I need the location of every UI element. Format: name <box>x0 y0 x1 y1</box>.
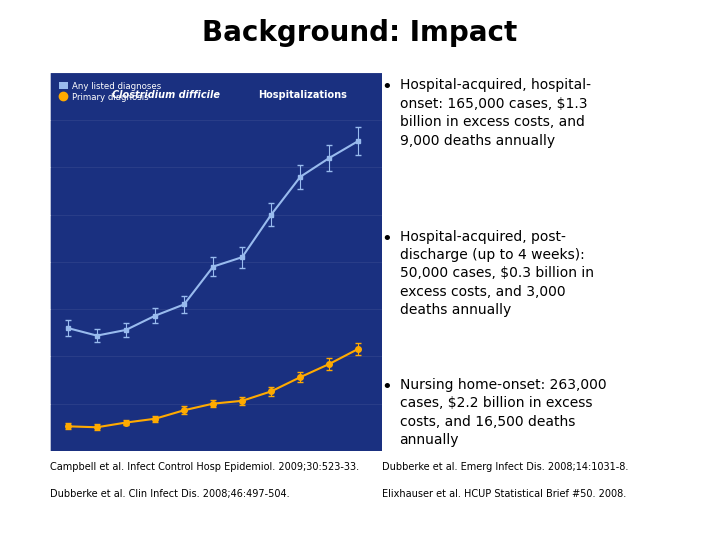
Text: Campbell et al. Infect Control Hosp Epidemiol. 2009;30:523-33.: Campbell et al. Infect Control Hosp Epid… <box>50 462 359 472</box>
Text: Nursing home-onset: 263,000
cases, $2.2 billion in excess
costs, and 16,500 deat: Nursing home-onset: 263,000 cases, $2.2 … <box>400 378 606 447</box>
Text: Hospitalizations: Hospitalizations <box>258 90 346 100</box>
Text: Hospital-acquired, hospital-
onset: 165,000 cases, $1.3
billion in excess costs,: Hospital-acquired, hospital- onset: 165,… <box>400 78 590 147</box>
Text: •: • <box>382 78 392 96</box>
Text: Hospital-acquired, post-
discharge (up to 4 weeks):
50,000 cases, $0.3 billion i: Hospital-acquired, post- discharge (up t… <box>400 230 593 317</box>
Text: •: • <box>382 230 392 247</box>
Text: •: • <box>382 378 392 396</box>
Legend: Any listed diagnoses, Primary diagnosis: Any listed diagnoses, Primary diagnosis <box>55 77 166 106</box>
Text: Background: Impact: Background: Impact <box>202 19 518 47</box>
Text: Dubberke et al. Emerg Infect Dis. 2008;14:1031-8.: Dubberke et al. Emerg Infect Dis. 2008;1… <box>382 462 628 472</box>
Text: Clostridium difficile: Clostridium difficile <box>112 90 220 100</box>
Text: Elixhauser et al. HCUP Statistical Brief #50. 2008.: Elixhauser et al. HCUP Statistical Brief… <box>382 489 626 499</box>
Text: Dubberke et al. Clin Infect Dis. 2008;46:497-504.: Dubberke et al. Clin Infect Dis. 2008;46… <box>50 489 290 499</box>
